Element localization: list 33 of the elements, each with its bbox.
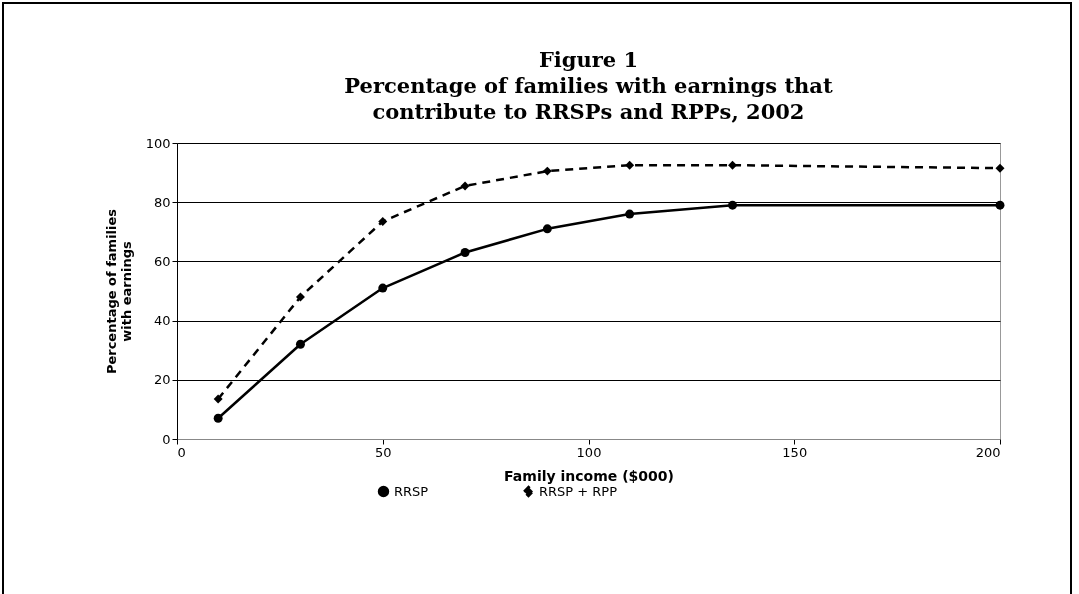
- point: [728, 200, 737, 210]
- chart-subtitle: Percentage of families with earnings that contribute to RRSPs and RPPs, 2002: [344, 73, 833, 124]
- y-tick-label: 0: [162, 431, 171, 447]
- legend-label: RRSP + RPP: [539, 483, 618, 499]
- x-axis-title: Family income ($000): [504, 467, 674, 484]
- point: [542, 166, 552, 176]
- point: [728, 160, 737, 170]
- y-tick-label: 100: [145, 135, 171, 151]
- point: [460, 248, 470, 257]
- point: [625, 160, 635, 170]
- x-tick-label: 0: [177, 444, 186, 460]
- y-tick-label: 60: [153, 253, 171, 269]
- point: [542, 224, 552, 234]
- point: [460, 181, 470, 191]
- legend-label: RRSP: [394, 483, 429, 499]
- point: [213, 394, 223, 404]
- y-axis-title: Percentage of families with earnings: [103, 208, 134, 375]
- y-tick-label: 20: [153, 372, 171, 388]
- point: [378, 216, 388, 226]
- point: [625, 209, 635, 219]
- point: [295, 292, 305, 302]
- y-tick-label: 40: [153, 313, 171, 329]
- x-tick-label: 200: [975, 444, 1001, 460]
- x-tick-label: 100: [576, 444, 602, 460]
- x-tick-label: 150: [782, 444, 808, 460]
- point: [213, 413, 223, 423]
- point: [995, 163, 1005, 173]
- point: [378, 283, 388, 293]
- chart-title: Figure 1: [538, 47, 639, 72]
- x-tick-label: 50: [374, 444, 392, 460]
- point: [995, 200, 1005, 210]
- point: [295, 339, 305, 349]
- y-tick-label: 80: [153, 194, 171, 210]
